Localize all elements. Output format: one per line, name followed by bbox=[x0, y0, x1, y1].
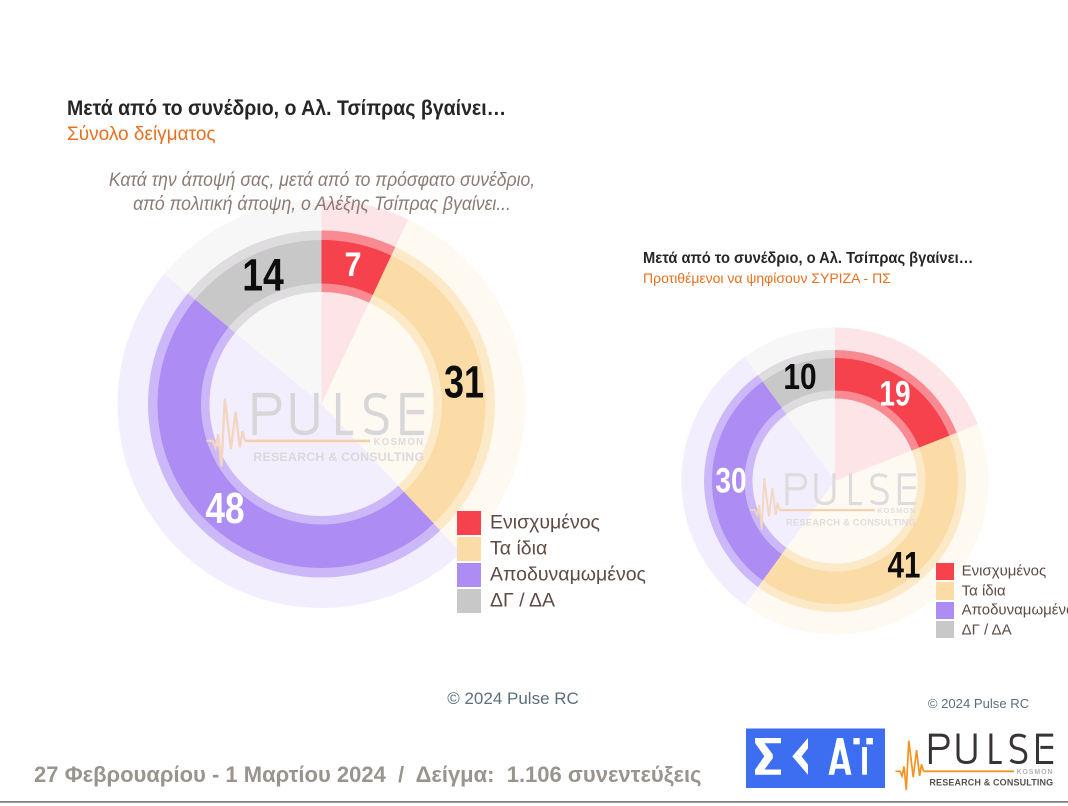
svg-text:KOSMON: KOSMON bbox=[373, 437, 423, 448]
svg-text:KOSMON: KOSMON bbox=[877, 506, 915, 515]
svg-text:RESEARCH & CONSULTING: RESEARCH & CONSULTING bbox=[786, 517, 916, 528]
svg-text:KOSMON: KOSMON bbox=[1017, 769, 1053, 776]
svg-text:RESEARCH & CONSULTING: RESEARCH & CONSULTING bbox=[253, 450, 424, 464]
svg-text:RESEARCH & CONSULTING: RESEARCH & CONSULTING bbox=[929, 778, 1053, 788]
